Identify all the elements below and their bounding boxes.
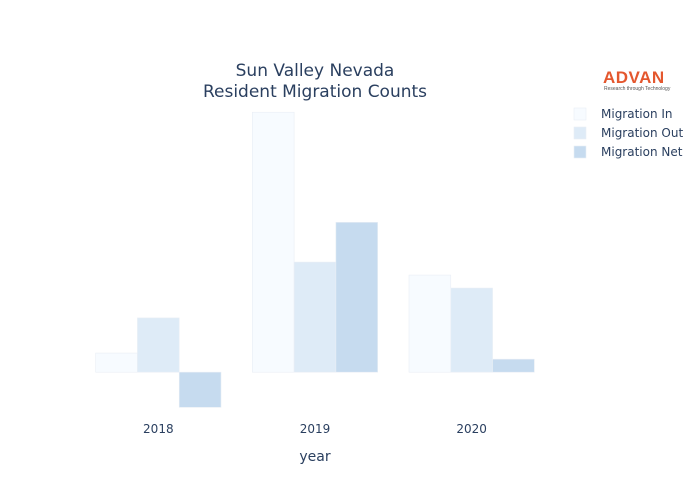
bar-migration-in-2019	[252, 111, 295, 373]
legend-label[interactable]: Migration In	[601, 107, 673, 121]
x-axis-title: year	[299, 449, 330, 465]
advan-logo: ADVAN Research through Technology	[603, 68, 671, 92]
x-tick-label: 2020	[456, 422, 487, 436]
bar-migration-net-2019	[335, 222, 378, 373]
legend-label[interactable]: Migration Net	[601, 145, 683, 159]
logo-tagline: Research through Technology	[604, 86, 671, 92]
bar-group	[95, 111, 535, 408]
bar-migration-net-2020	[492, 358, 535, 373]
bar-migration-out-2020	[450, 287, 493, 373]
legend-label[interactable]: Migration Out	[601, 126, 683, 140]
legend-swatch[interactable]	[573, 145, 587, 159]
legend: Migration In Migration Out Migration Net	[573, 107, 683, 159]
logo-wordmark: ADVAN	[603, 68, 665, 87]
chart-title-line-1: Sun Valley Nevada	[236, 61, 395, 81]
x-tick-labels: 2018 2019 2020	[143, 422, 487, 436]
bar-migration-out-2018	[137, 317, 180, 373]
x-tick-label: 2019	[300, 422, 331, 436]
chart-title-line-2: Resident Migration Counts	[203, 82, 427, 102]
x-tick-label: 2018	[143, 422, 174, 436]
bar-migration-in-2020	[408, 274, 452, 373]
bar-migration-in-2018	[95, 352, 138, 373]
legend-swatch[interactable]	[573, 126, 587, 140]
bar-migration-net-2018	[178, 371, 222, 408]
bar-migration-out-2019	[293, 261, 337, 373]
legend-swatch[interactable]	[573, 107, 587, 121]
